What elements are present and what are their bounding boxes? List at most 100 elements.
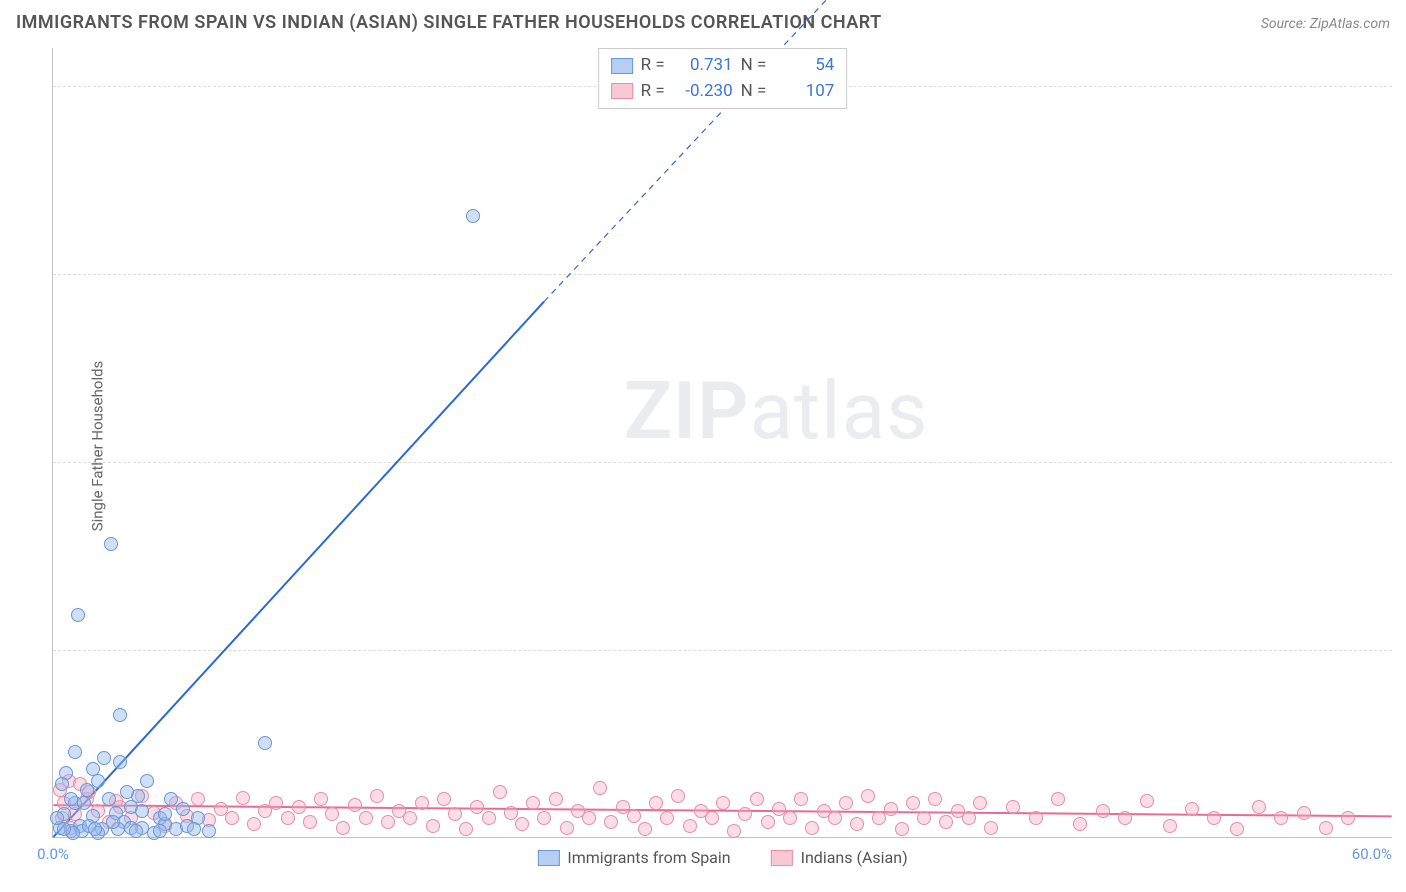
- scatter-point-pink: [805, 821, 819, 835]
- scatter-point-pink: [1073, 817, 1087, 831]
- r-label: R =: [641, 79, 665, 105]
- scatter-point-pink: [415, 796, 429, 810]
- scatter-point-pink: [1207, 811, 1221, 825]
- scatter-point-pink: [1274, 811, 1288, 825]
- scatter-point-pink: [403, 811, 417, 825]
- stats-row-blue: R = 0.731 N = 54: [611, 53, 835, 79]
- scatter-point-pink: [537, 811, 551, 825]
- scatter-point-blue: [102, 792, 116, 806]
- scatter-point-pink: [783, 811, 797, 825]
- scatter-point-pink: [493, 785, 507, 799]
- scatter-point-pink: [895, 822, 909, 836]
- scatter-point-pink: [303, 815, 317, 829]
- scatter-point-blue: [113, 708, 127, 722]
- scatter-point-pink: [236, 791, 250, 805]
- scatter-point-pink: [482, 811, 496, 825]
- scatter-point-pink: [348, 798, 362, 812]
- scatter-point-pink: [761, 815, 775, 829]
- scatter-point-pink: [336, 821, 350, 835]
- scatter-point-blue: [129, 824, 143, 838]
- scatter-point-pink: [1006, 800, 1020, 814]
- scatter-point-pink: [1163, 819, 1177, 833]
- scatter-point-pink: [504, 806, 518, 820]
- scatter-point-pink: [939, 815, 953, 829]
- stats-box: R = 0.731 N = 54 R = -0.230 N = 107: [598, 48, 848, 109]
- scatter-point-blue: [176, 802, 190, 816]
- scatter-point-pink: [604, 815, 618, 829]
- scatter-point-pink: [560, 821, 574, 835]
- scatter-point-pink: [370, 789, 384, 803]
- scatter-point-pink: [649, 796, 663, 810]
- scatter-point-blue: [77, 796, 91, 810]
- swatch-blue-icon: [611, 58, 633, 74]
- scatter-point-blue: [71, 608, 85, 622]
- scatter-point-pink: [247, 817, 261, 831]
- stats-row-pink: R = -0.230 N = 107: [611, 79, 835, 105]
- scatter-point-pink: [671, 789, 685, 803]
- y-tick-label: 30.0%: [1402, 265, 1406, 283]
- scatter-point-pink: [426, 819, 440, 833]
- r-label: R =: [641, 53, 665, 79]
- scatter-point-pink: [515, 817, 529, 831]
- scatter-point-blue: [120, 785, 134, 799]
- scatter-point-pink: [1319, 821, 1333, 835]
- scatter-point-blue: [202, 824, 216, 838]
- scatter-point-blue: [104, 537, 118, 551]
- scatter-point-pink: [828, 811, 842, 825]
- scatter-point-blue: [258, 736, 272, 750]
- scatter-point-pink: [861, 789, 875, 803]
- legend-item-pink: Indians (Asian): [771, 848, 908, 867]
- scatter-point-pink: [683, 819, 697, 833]
- scatter-point-pink: [973, 796, 987, 810]
- scatter-point-pink: [716, 796, 730, 810]
- legend-item-blue: Immigrants from Spain: [537, 848, 730, 867]
- scatter-point-pink: [794, 792, 808, 806]
- scatter-point-pink: [1051, 792, 1065, 806]
- source-attribution: Source: ZipAtlas.com: [1261, 16, 1390, 32]
- scatter-point-pink: [381, 815, 395, 829]
- n-label: N =: [741, 53, 767, 79]
- scatter-point-pink: [1252, 800, 1266, 814]
- scatter-point-blue: [55, 777, 69, 791]
- scatter-point-pink: [1341, 811, 1355, 825]
- scatter-point-pink: [1185, 802, 1199, 816]
- scatter-point-pink: [459, 822, 473, 836]
- scatter-point-pink: [549, 792, 563, 806]
- legend-label: Indians (Asian): [801, 848, 908, 867]
- y-tick-label: 20.0%: [1402, 453, 1406, 471]
- scatter-point-pink: [906, 796, 920, 810]
- scatter-point-pink: [225, 811, 239, 825]
- scatter-point-pink: [269, 796, 283, 810]
- scatter-point-pink: [738, 807, 752, 821]
- scatter-point-blue: [57, 822, 71, 836]
- scatter-point-pink: [1118, 811, 1132, 825]
- scatter-point-pink: [1230, 822, 1244, 836]
- x-tick-right: 60.0%: [1352, 845, 1392, 863]
- legend-swatch-blue-icon: [537, 850, 559, 866]
- scatter-point-pink: [917, 811, 931, 825]
- scatter-point-pink: [627, 809, 641, 823]
- scatter-point-pink: [660, 811, 674, 825]
- scatter-point-pink: [526, 796, 540, 810]
- legend-label: Immigrants from Spain: [567, 848, 730, 867]
- swatch-pink-icon: [611, 83, 633, 99]
- r-value: -0.230: [673, 79, 733, 105]
- scatter-point-pink: [359, 811, 373, 825]
- scatter-point-blue: [187, 822, 201, 836]
- scatter-point-pink: [962, 811, 976, 825]
- scatter-point-blue: [64, 792, 78, 806]
- scatter-point-pink: [1096, 804, 1110, 818]
- scatter-point-pink: [325, 807, 339, 821]
- scatter-point-pink: [191, 792, 205, 806]
- scatter-point-pink: [281, 811, 295, 825]
- trend-lines: [53, 48, 1392, 837]
- scatter-point-pink: [1297, 806, 1311, 820]
- scatter-point-blue: [140, 774, 154, 788]
- scatter-point-pink: [750, 792, 764, 806]
- scatter-point-pink: [705, 811, 719, 825]
- scatter-point-blue: [135, 804, 149, 818]
- scatter-point-blue: [106, 815, 120, 829]
- x-tick-left: 0.0%: [37, 845, 69, 863]
- scatter-point-pink: [984, 821, 998, 835]
- scatter-point-pink: [1029, 811, 1043, 825]
